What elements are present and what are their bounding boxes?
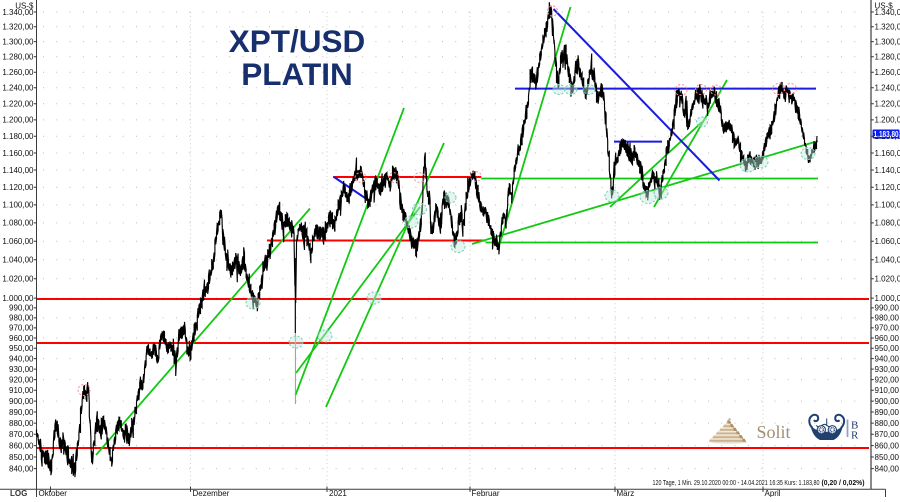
svg-text:1.260,00: 1.260,00 <box>875 68 900 77</box>
svg-text:1.160,00: 1.160,00 <box>2 149 34 158</box>
svg-text:PLATIN: PLATIN <box>241 56 352 92</box>
svg-text:März: März <box>617 489 635 497</box>
svg-text:1.020,00: 1.020,00 <box>875 275 900 284</box>
svg-text:1.140,00: 1.140,00 <box>2 166 34 175</box>
svg-text:970,00: 970,00 <box>9 324 34 333</box>
svg-text:1.160,00: 1.160,00 <box>875 149 900 158</box>
svg-text:1.200,00: 1.200,00 <box>875 116 900 125</box>
svg-text:1.280,00: 1.280,00 <box>875 53 900 62</box>
svg-text:1.340,00: 1.340,00 <box>875 8 900 17</box>
svg-text:960,00: 960,00 <box>9 334 34 343</box>
svg-text:840,00: 840,00 <box>875 464 900 473</box>
svg-text:1.220,00: 1.220,00 <box>875 100 900 109</box>
svg-text:1.280,00: 1.280,00 <box>2 53 34 62</box>
svg-text:Oktober: Oktober <box>39 489 68 497</box>
svg-text:910,00: 910,00 <box>875 386 900 395</box>
svg-text:1.060,00: 1.060,00 <box>875 237 900 246</box>
svg-text:940,00: 940,00 <box>9 354 34 363</box>
svg-text:870,00: 870,00 <box>875 430 900 439</box>
svg-text:990,00: 990,00 <box>875 304 900 313</box>
svg-text:950,00: 950,00 <box>9 344 34 353</box>
svg-text:990,00: 990,00 <box>9 304 34 313</box>
svg-text:Februar: Februar <box>472 489 500 497</box>
svg-text:890,00: 890,00 <box>9 408 34 417</box>
svg-text:1.100,00: 1.100,00 <box>2 201 34 210</box>
svg-text:930,00: 930,00 <box>875 365 900 374</box>
svg-text:1.040,00: 1.040,00 <box>2 256 34 265</box>
svg-text:XPT/USD: XPT/USD <box>229 23 366 59</box>
svg-text:1.300,00: 1.300,00 <box>2 37 34 46</box>
svg-text:1.320,00: 1.320,00 <box>2 23 34 32</box>
svg-text:1.300,00: 1.300,00 <box>875 37 900 46</box>
svg-text:1.040,00: 1.040,00 <box>875 256 900 265</box>
svg-text:880,00: 880,00 <box>9 419 34 428</box>
svg-text:120 Tage, 1 Min. 29.10.2020 00: 120 Tage, 1 Min. 29.10.2020 00:00 - 14.0… <box>653 478 820 487</box>
svg-text:920,00: 920,00 <box>875 375 900 384</box>
svg-text:950,00: 950,00 <box>875 344 900 353</box>
svg-text:860,00: 860,00 <box>9 441 34 450</box>
svg-text:900,00: 900,00 <box>9 397 34 406</box>
svg-text:920,00: 920,00 <box>9 375 34 384</box>
svg-text:1.000,00: 1.000,00 <box>875 294 900 303</box>
svg-text:1.140,00: 1.140,00 <box>875 166 900 175</box>
svg-text:900,00: 900,00 <box>875 397 900 406</box>
svg-text:860,00: 860,00 <box>875 441 900 450</box>
svg-text:980,00: 980,00 <box>9 314 34 323</box>
svg-text:1.240,00: 1.240,00 <box>875 84 900 93</box>
svg-text:960,00: 960,00 <box>875 334 900 343</box>
svg-text:1.080,00: 1.080,00 <box>875 219 900 228</box>
svg-text:LOG: LOG <box>10 489 27 497</box>
svg-text:R: R <box>851 430 859 442</box>
svg-text:1.220,00: 1.220,00 <box>2 100 34 109</box>
svg-text:1.260,00: 1.260,00 <box>2 68 34 77</box>
svg-text:1.000,00: 1.000,00 <box>2 294 34 303</box>
svg-text:970,00: 970,00 <box>875 324 900 333</box>
svg-text:850,00: 850,00 <box>9 453 34 462</box>
svg-text:1.183,80: 1.183,80 <box>874 130 900 139</box>
svg-text:Dezember: Dezember <box>193 489 230 497</box>
svg-text:980,00: 980,00 <box>875 314 900 323</box>
svg-text:1.100,00: 1.100,00 <box>875 201 900 210</box>
svg-text:1.060,00: 1.060,00 <box>2 237 34 246</box>
svg-text:April: April <box>765 489 781 497</box>
svg-text:Solit: Solit <box>757 422 791 442</box>
svg-text:1.320,00: 1.320,00 <box>875 23 900 32</box>
svg-text:1.080,00: 1.080,00 <box>2 219 34 228</box>
svg-text:1.120,00: 1.120,00 <box>2 183 34 192</box>
svg-text:850,00: 850,00 <box>875 453 900 462</box>
svg-text:840,00: 840,00 <box>9 464 34 473</box>
svg-text:870,00: 870,00 <box>9 430 34 439</box>
svg-text:890,00: 890,00 <box>875 408 900 417</box>
svg-text:930,00: 930,00 <box>9 365 34 374</box>
svg-text:1.120,00: 1.120,00 <box>875 183 900 192</box>
svg-text:1.020,00: 1.020,00 <box>2 275 34 284</box>
svg-text:940,00: 940,00 <box>875 354 900 363</box>
svg-text:1.180,00: 1.180,00 <box>2 132 34 141</box>
svg-text:910,00: 910,00 <box>9 386 34 395</box>
svg-text:1.240,00: 1.240,00 <box>2 84 34 93</box>
svg-text:880,00: 880,00 <box>875 419 900 428</box>
svg-text:1.200,00: 1.200,00 <box>2 116 34 125</box>
svg-text:1.340,00: 1.340,00 <box>2 8 34 17</box>
svg-text:(0,20 / 0,02%): (0,20 / 0,02%) <box>822 478 865 487</box>
svg-text:2021: 2021 <box>329 489 347 497</box>
